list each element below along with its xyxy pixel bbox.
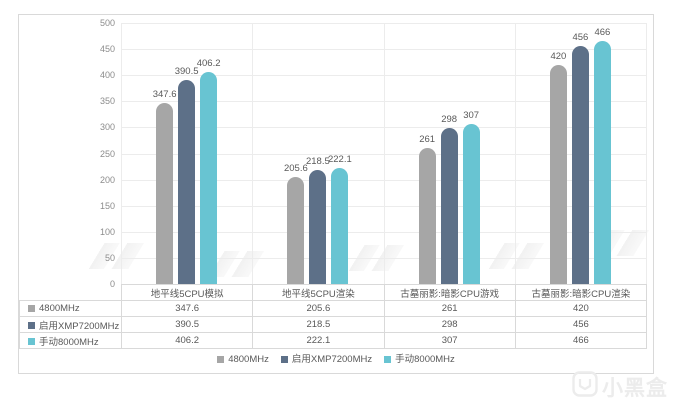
- table-value-cell: 205.6: [252, 300, 385, 317]
- gridline: [121, 23, 122, 284]
- table-value-cell: 390.5: [120, 316, 254, 333]
- legend-swatch-icon: [28, 338, 35, 346]
- y-axis-tick-label: 200: [99, 174, 115, 185]
- bar-手动8000MHz-古墓丽影:暗影CPU游戏: [462, 123, 480, 284]
- gridline: [252, 23, 254, 284]
- y-axis-tick-label: 0: [109, 279, 115, 289]
- table-value-cell: 307: [383, 332, 516, 349]
- brand-watermark: 小黑盒: [572, 371, 668, 402]
- bar-value-label: 466: [594, 26, 611, 38]
- table-value-cell: 466: [514, 332, 648, 349]
- table-row: 4800MHz 347.6 205.6 261 420: [19, 300, 648, 317]
- table-value-cell: 406.2: [120, 332, 254, 349]
- bar-4800MHz-古墓丽影:暗影CPU渲染: [549, 64, 567, 284]
- legend-swatch-icon: [28, 304, 35, 312]
- bar-value-label: 205.6: [283, 162, 308, 174]
- legend-swatch-icon: [217, 355, 225, 363]
- y-axis-tick-label: 250: [99, 148, 115, 159]
- category-label: 地平线5CPU渲染: [252, 284, 385, 301]
- bar-手动8000MHz-古墓丽影:暗影CPU渲染: [593, 40, 611, 284]
- y-axis-tick-label: 300: [99, 122, 115, 133]
- bar-启用XMP7200MHz-地平线5CPU模拟: [178, 80, 196, 284]
- table-value-cell: 347.6: [120, 300, 254, 317]
- gridline: [646, 23, 647, 284]
- bar-value-label: 406.2: [196, 57, 221, 69]
- bar-value-label: 347.6: [152, 88, 177, 100]
- bar-value-label: 420: [550, 50, 567, 62]
- legend-item: 4800MHz: [217, 354, 269, 365]
- bar-value-label: 390.5: [174, 66, 199, 78]
- gridline: [383, 23, 385, 284]
- table-row: 启用XMP7200MHz 390.5 218.5 298 456: [19, 316, 648, 333]
- y-axis-tick-label: 400: [99, 70, 115, 81]
- legend-item: 手动8000MHz: [384, 351, 455, 365]
- legend-swatch-icon: [28, 322, 35, 330]
- bar-value-label: 456: [572, 31, 589, 43]
- plot-area: 347.6 205.6 261 420 390.5 218.5 298 456 406.2 222…: [121, 23, 647, 285]
- bar-启用XMP7200MHz-地平线5CPU渲染: [309, 169, 327, 284]
- legend-label: 手动8000MHz: [395, 354, 455, 365]
- table-value-cell: 298: [383, 316, 516, 333]
- legend-label: 启用XMP7200MHz: [291, 354, 373, 365]
- legend-key-cell: 4800MHz: [19, 300, 122, 317]
- category-label: 古墓丽影:暗影CPU渲染: [514, 284, 648, 301]
- category-label: 古墓丽影:暗影CPU游戏: [383, 284, 516, 301]
- brand-name: 小黑盒: [602, 376, 668, 400]
- table-value-cell: 222.1: [252, 332, 385, 349]
- brand-logo-icon: [572, 371, 598, 402]
- table-value-cell: 456: [514, 316, 648, 333]
- y-axis-tick-label: 450: [99, 44, 115, 55]
- bar-4800MHz-地平线5CPU渲染: [287, 176, 305, 284]
- chart-frame: 0 50 100 150 200 250 300 350 400 450 500 347.6 205.…: [18, 14, 660, 374]
- table-value-cell: 218.5: [252, 316, 385, 333]
- series-name: 4800MHz: [39, 303, 80, 314]
- y-axis-tick-label: 100: [99, 226, 115, 237]
- table-corner-cell: [19, 284, 122, 301]
- series-name: 启用XMP7200MHz: [39, 320, 120, 332]
- legend-label: 4800MHz: [228, 354, 269, 365]
- series-name: 手动8000MHz: [39, 336, 99, 348]
- bar-启用XMP7200MHz-古墓丽影:暗影CPU渲染: [571, 45, 589, 284]
- table-row: 手动8000MHz 406.2 222.1 307 466: [19, 332, 648, 349]
- y-axis-tick-label: 500: [99, 18, 115, 28]
- data-table: 地平线5CPU模拟 地平线5CPU渲染 古墓丽影:暗影CPU游戏 古墓丽影:暗影CPU…: [19, 284, 648, 349]
- legend-swatch-icon: [280, 355, 288, 363]
- category-label: 地平线5CPU模拟: [120, 284, 254, 301]
- bar-value-label: 222.1: [327, 154, 352, 166]
- gridline: [514, 23, 516, 284]
- y-axis-tick-label: 150: [99, 200, 115, 211]
- bar-value-label: 261: [419, 133, 436, 145]
- legend-key-cell: 手动8000MHz: [19, 332, 122, 349]
- bar-value-label: 218.5: [305, 155, 330, 167]
- y-axis-tick-label: 350: [99, 96, 115, 107]
- bar-value-label: 298: [441, 114, 458, 126]
- bar-value-label: 307: [463, 109, 480, 121]
- legend-item: 启用XMP7200MHz: [280, 351, 373, 365]
- table-value-cell: 420: [514, 300, 648, 317]
- bar-启用XMP7200MHz-古墓丽影:暗影CPU游戏: [440, 128, 458, 284]
- bar-手动8000MHz-地平线5CPU渲染: [331, 168, 349, 284]
- bar-4800MHz-地平线5CPU模拟: [156, 102, 174, 284]
- table-value-cell: 261: [383, 300, 516, 317]
- legend-swatch-icon: [384, 355, 392, 363]
- legend-key-cell: 启用XMP7200MHz: [19, 316, 122, 333]
- chart-legend: 4800MHz 启用XMP7200MHz 手动8000MHz: [19, 351, 653, 365]
- y-axis-tick-label: 50: [104, 252, 115, 263]
- bar-4800MHz-古墓丽影:暗影CPU游戏: [418, 147, 436, 284]
- bar-手动8000MHz-地平线5CPU模拟: [200, 71, 218, 284]
